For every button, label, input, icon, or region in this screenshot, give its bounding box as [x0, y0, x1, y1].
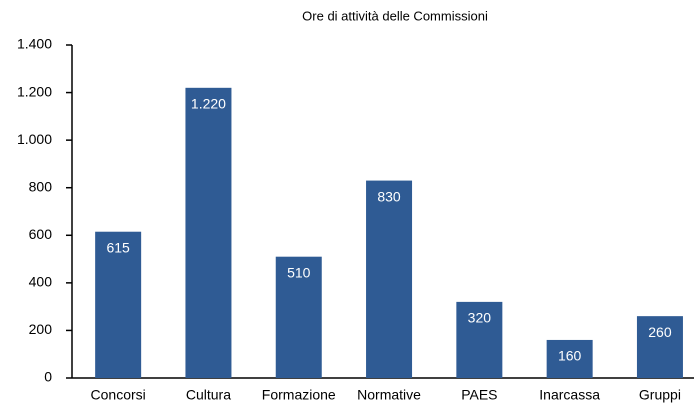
y-tick-label: 200 [29, 321, 53, 337]
data-label: 615 [106, 239, 130, 255]
x-tick-label: PAES [461, 387, 497, 403]
y-tick-label: 1.000 [17, 131, 52, 147]
y-tick-label: 800 [29, 178, 53, 194]
bar [456, 301, 503, 378]
y-tick-label: 600 [29, 226, 53, 242]
y-tick-label: 1.400 [17, 36, 52, 52]
bar [95, 231, 142, 378]
data-label: 1.220 [191, 96, 226, 112]
data-label: 510 [287, 264, 311, 280]
x-tick-label: Normative [357, 387, 421, 403]
y-tick-label: 0 [44, 369, 52, 385]
data-label: 160 [558, 348, 582, 364]
bar [546, 339, 593, 378]
y-tick-label: 400 [29, 274, 53, 290]
x-tick-label: Formazione [262, 387, 336, 403]
data-label: 320 [468, 310, 492, 326]
data-label: 830 [377, 188, 401, 204]
x-tick-label: Cultura [186, 387, 231, 403]
bar [185, 87, 232, 379]
chart-title: Ore di attività delle Commissioni [302, 8, 488, 23]
data-label: 260 [648, 324, 672, 340]
x-tick-label: Concorsi [91, 387, 146, 403]
bar [366, 180, 413, 378]
x-tick-label: Gruppi [639, 387, 681, 403]
y-tick-label: 1.200 [17, 83, 52, 99]
x-tick-label: Inarcassa [539, 387, 600, 403]
bar [636, 316, 683, 378]
bar [275, 256, 322, 378]
